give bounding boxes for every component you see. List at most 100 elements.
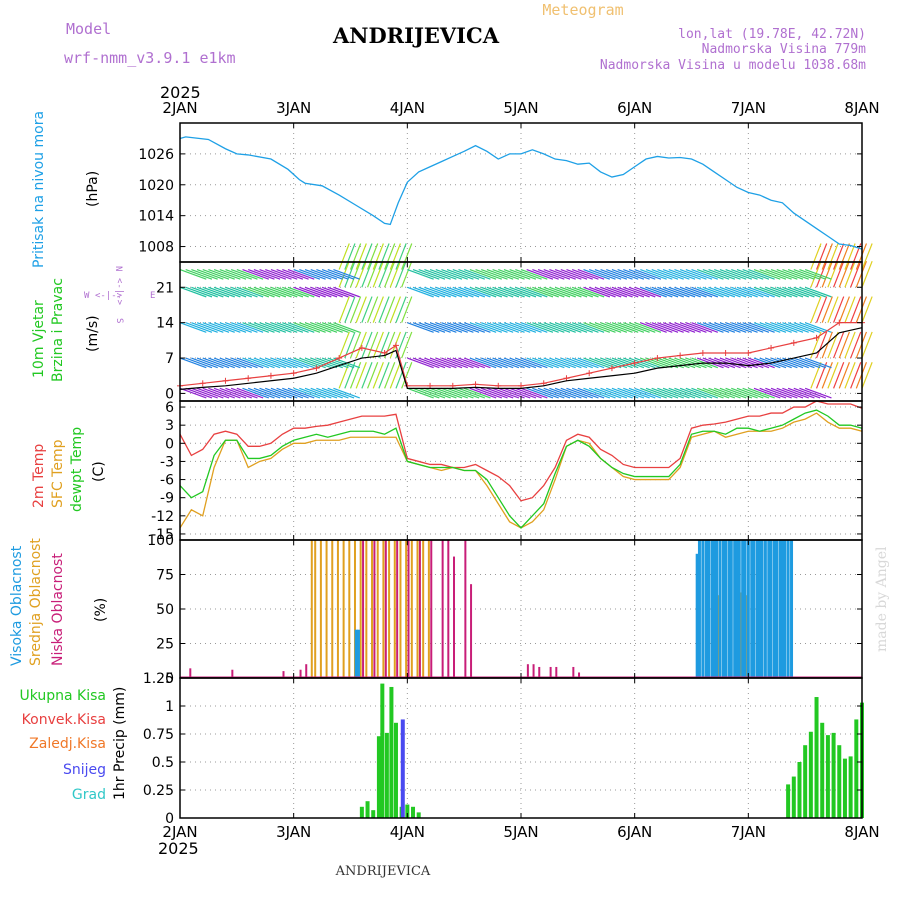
wind-vector [679, 322, 707, 333]
cloud-bar [354, 629, 358, 678]
wind-vector [441, 286, 468, 298]
wind-vector [804, 387, 832, 399]
wind-vector [242, 269, 270, 280]
wind-vector [634, 322, 662, 333]
wind-vector [469, 286, 497, 298]
wind-vector [719, 357, 747, 369]
cloud-bar [393, 540, 396, 678]
wind-vector [719, 322, 747, 333]
wind-vector [748, 322, 775, 333]
wind-vector [361, 331, 373, 359]
year-top: 2025 [160, 83, 201, 102]
wind-vector [833, 260, 845, 288]
wind-vector [702, 269, 730, 280]
cloud-bar [410, 540, 413, 678]
wind-vector [799, 269, 826, 280]
wind-vector [623, 387, 650, 399]
wind-vector [196, 387, 224, 399]
wind-vector [628, 357, 656, 369]
wind-vector [662, 387, 690, 399]
wind-vector [714, 322, 741, 333]
wind-vector [191, 322, 218, 333]
wind-vector [327, 269, 355, 280]
wind-vector [293, 357, 321, 369]
cloud-bar [231, 669, 234, 678]
wind-vector [617, 322, 645, 333]
wind-vector [588, 269, 616, 280]
wind-vector [486, 269, 514, 280]
wind-vector [543, 286, 571, 298]
y-tick-label: 100 [147, 533, 174, 549]
wind-vector [202, 322, 230, 333]
cloud-bar [356, 629, 360, 678]
wind-vector [526, 322, 554, 333]
wind-vector [236, 387, 264, 399]
wind-vector [520, 286, 548, 298]
cloud-bar [331, 540, 334, 678]
wind-vector [412, 286, 440, 298]
wind-vector [810, 260, 822, 288]
wind-vector [446, 322, 474, 333]
wind-vector [265, 322, 292, 333]
wind-vector [361, 243, 373, 270]
wind-vector [304, 269, 332, 280]
wind-vector [310, 322, 338, 333]
wind-vector [259, 357, 287, 369]
wind-vector [731, 322, 758, 333]
wind-vector [412, 322, 440, 333]
wind-vector [577, 322, 605, 333]
wind-vector [327, 357, 355, 369]
wind-vector [645, 322, 673, 333]
wind-vector [702, 387, 730, 399]
wind-vector [481, 322, 508, 333]
wind-vector [753, 357, 781, 369]
wind-vector [492, 387, 520, 399]
cloud-bar [737, 540, 741, 678]
wind-vector [560, 269, 588, 280]
wind-vector [679, 269, 707, 280]
wind-vector [804, 286, 832, 298]
wind-vector [327, 387, 355, 399]
precip-bar [376, 736, 381, 818]
wind-vector [594, 322, 622, 333]
wind-vector [759, 286, 787, 298]
wind-vector [583, 322, 611, 333]
wind-vector [366, 362, 379, 389]
wind-vector [708, 269, 736, 280]
wind-vector [361, 296, 373, 323]
wind-vector [640, 357, 667, 369]
wind-vector [424, 286, 451, 298]
wind-vector [628, 286, 656, 298]
grid-layer [180, 123, 862, 819]
wind-vector [355, 243, 367, 270]
wind-vector [355, 331, 367, 359]
wind-vector [293, 286, 321, 298]
compass-n: N [113, 266, 123, 271]
wind-vector [537, 286, 565, 298]
wind-vector [270, 387, 298, 399]
cloud-bar [790, 540, 794, 678]
wind-vector [429, 286, 457, 298]
wind-vector [230, 286, 258, 298]
wind-vector [554, 322, 582, 333]
wind-vector [424, 322, 451, 333]
wind-vector [469, 387, 497, 399]
wind-vector [532, 269, 559, 280]
wind-vector [446, 387, 474, 399]
wind-vector [372, 296, 384, 323]
wind-vector [833, 362, 845, 389]
wind-vector [526, 286, 554, 298]
wind-vector [185, 322, 213, 333]
wind-vector [611, 269, 639, 280]
wind-vector [463, 286, 491, 298]
cloud-bar [447, 540, 450, 678]
cloud-bar [418, 540, 421, 678]
precip-bar [791, 776, 796, 818]
wind-vector [515, 322, 542, 333]
wind-vector [509, 322, 537, 333]
precip-bar [389, 686, 394, 818]
precip-bar [411, 806, 416, 818]
y-tick-label: 1 [165, 699, 174, 715]
wind-vector [196, 269, 224, 280]
wind-vector [503, 322, 531, 333]
